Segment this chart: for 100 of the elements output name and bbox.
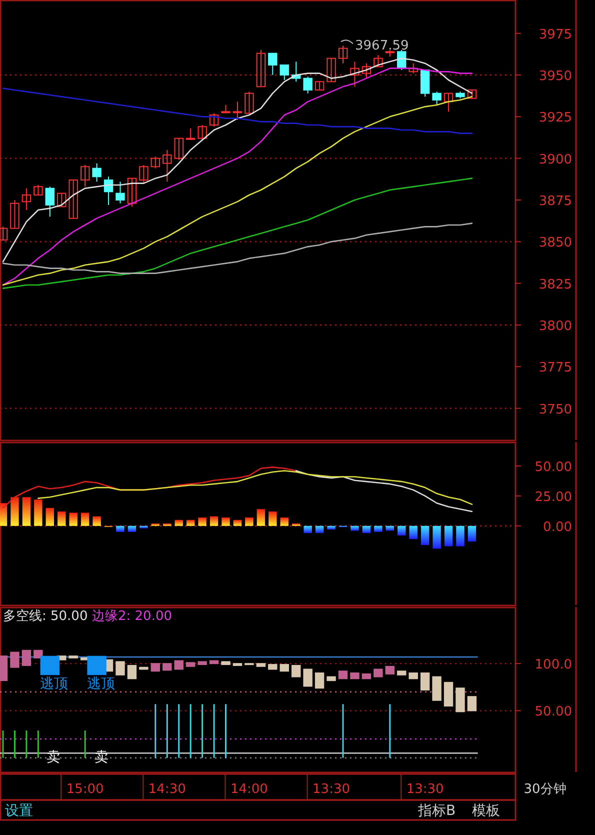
candlestick — [314, 81, 324, 90]
y-tick-label: 3750 — [538, 402, 572, 418]
candlestick — [127, 664, 137, 680]
text: 设置 — [5, 803, 33, 819]
candlestick — [150, 156, 160, 169]
x-tick-label: 15:00 — [66, 782, 104, 797]
text: 30分钟 — [524, 782, 566, 797]
candlestick — [350, 61, 360, 88]
bar — [46, 508, 54, 526]
x-tick-label: 14:30 — [148, 782, 186, 797]
annotation: 卖 — [94, 750, 108, 766]
bar — [327, 526, 336, 530]
bar — [128, 526, 136, 532]
candlestick — [467, 696, 477, 712]
bar — [233, 520, 242, 526]
bar — [198, 518, 206, 526]
annotation: 卖 — [46, 750, 60, 766]
candlestick — [314, 672, 324, 689]
candlestick — [116, 661, 125, 676]
candlestick — [444, 682, 454, 706]
bar — [444, 526, 453, 546]
candlestick — [22, 650, 32, 666]
line-series — [2, 222, 473, 274]
bar — [386, 526, 394, 531]
bar — [116, 526, 124, 532]
candlestick — [10, 200, 20, 229]
bar — [304, 526, 312, 534]
bar — [362, 526, 371, 534]
candlestick — [303, 76, 312, 94]
bar — [210, 516, 218, 526]
bar — [268, 512, 277, 526]
bar — [10, 497, 19, 526]
y-tick-label: 3775 — [538, 360, 572, 376]
y-tick-label: 3850 — [538, 236, 572, 251]
y-tick-label: 3825 — [538, 277, 572, 292]
annotation: 3967.59 — [355, 38, 409, 54]
bar — [374, 526, 382, 532]
candlestick — [198, 124, 207, 140]
bar — [140, 526, 148, 528]
y-tick-label: 3950 — [538, 69, 572, 84]
y-tick-label: 3975 — [538, 27, 572, 42]
candlestick — [326, 58, 336, 82]
candlestick — [303, 668, 312, 687]
bar — [456, 526, 464, 546]
y-tick-label: 3900 — [538, 152, 572, 168]
candlestick — [338, 45, 348, 64]
line-series — [295, 470, 473, 512]
candlestick — [444, 92, 454, 112]
bar — [432, 526, 441, 549]
candlestick — [68, 180, 78, 219]
line-series — [38, 470, 473, 505]
candlestick — [256, 50, 266, 88]
y-tick-label: 0.00 — [543, 520, 572, 535]
line-series — [2, 88, 473, 134]
bar — [420, 526, 430, 546]
candlestick — [22, 188, 32, 210]
candlestick — [456, 688, 465, 712]
candlestick — [244, 91, 254, 114]
candlestick — [420, 672, 430, 690]
y-tick-label: 3925 — [538, 110, 572, 126]
bar — [22, 497, 31, 526]
bar — [0, 503, 8, 526]
candlestick — [0, 226, 8, 240]
y-tick-label: 100.0 — [534, 658, 572, 673]
bar — [350, 526, 359, 531]
bar — [315, 526, 324, 534]
text: 指标B — [417, 803, 456, 819]
bar — [468, 526, 476, 542]
y-tick-label: 50.00 — [534, 704, 572, 720]
candlestick — [92, 162, 102, 182]
annotation: 多空线: 50.00 — [3, 609, 88, 624]
candlestick — [408, 62, 418, 74]
y-tick-label: 50.00 — [534, 460, 572, 475]
x-tick-label: 13:30 — [406, 782, 444, 797]
candlestick — [232, 101, 242, 120]
candlestick — [374, 54, 383, 68]
bar — [256, 509, 266, 526]
x-tick-label: 14:00 — [230, 782, 268, 797]
bar — [92, 516, 101, 526]
candlestick — [280, 64, 289, 80]
annotation: 边缘2: 20.00 — [92, 609, 172, 624]
x-tick-label: 13:30 — [312, 782, 350, 797]
data-label: 逃顶 — [86, 676, 115, 692]
line-series — [2, 178, 473, 289]
bar — [80, 512, 90, 526]
candlestick — [116, 181, 125, 204]
y-tick-label: 25.00 — [534, 490, 572, 505]
candlestick — [10, 652, 20, 668]
candlestick — [268, 52, 278, 76]
bar — [280, 518, 288, 526]
bar — [58, 512, 66, 526]
candlestick — [432, 676, 442, 701]
candlestick — [162, 150, 172, 182]
data-label: 逃顶 — [40, 676, 68, 692]
candlestick — [420, 70, 430, 98]
candlestick — [362, 62, 372, 79]
candlestick — [292, 664, 301, 678]
text: 模板 — [472, 803, 500, 819]
bar — [398, 526, 406, 536]
candlestick — [186, 128, 196, 140]
